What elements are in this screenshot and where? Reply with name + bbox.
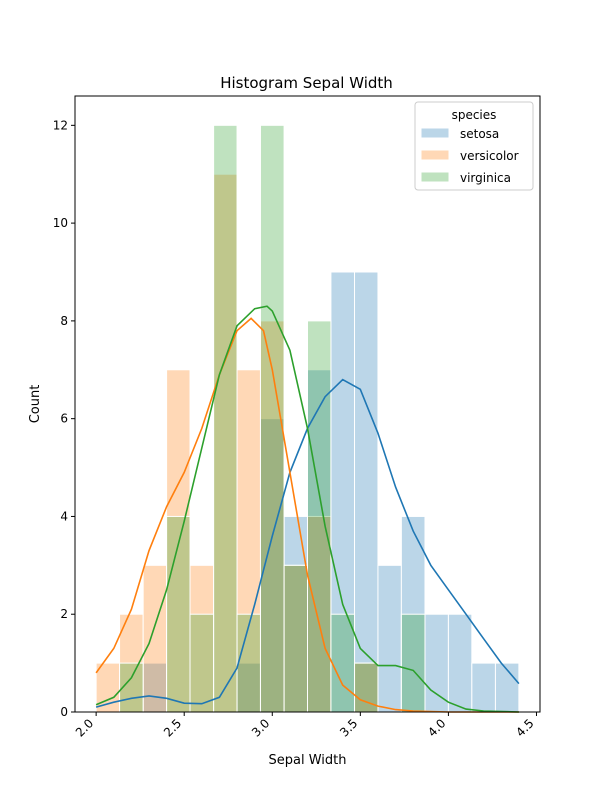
y-axis: 0 2 4 6 8 10 12 <box>53 118 75 719</box>
y-tick-label: 4 <box>60 509 68 523</box>
chart-title: Histogram Sepal Width <box>220 74 393 92</box>
y-tick-label: 6 <box>60 412 68 426</box>
bar-setosa-15 <box>447 613 473 713</box>
x-axis-label: Sepal Width <box>269 753 347 768</box>
plot-frame <box>74 95 541 713</box>
bar-setosa-16 <box>471 662 496 713</box>
kde-line-virginica <box>95 305 519 713</box>
bar-setosa-14 <box>424 613 449 713</box>
legend: species setosa versicolor virginica <box>414 101 534 191</box>
y-tick-label: 2 <box>60 607 68 621</box>
y-tick-label: 8 <box>60 314 68 328</box>
bar-versicolor-2 <box>142 564 168 713</box>
legend-swatch-virginica <box>420 171 450 183</box>
legend-swatch-setosa <box>420 127 450 139</box>
legend-title: species <box>452 108 497 122</box>
bar-virginica-10 <box>330 613 356 713</box>
bar-virginica-6 <box>236 613 261 713</box>
legend-label-setosa: setosa <box>460 127 499 141</box>
legend-label-versicolor: versicolor <box>460 149 519 163</box>
y-tick-label: 10 <box>53 216 68 230</box>
bar-virginica-13 <box>400 613 426 713</box>
bars-layer <box>95 124 520 713</box>
legend-box <box>414 101 534 191</box>
kde-line-versicolor <box>95 317 519 713</box>
y-axis-label: Count <box>28 385 43 424</box>
y-tick-label: 0 <box>60 705 68 719</box>
bar-virginica-4 <box>189 613 215 713</box>
bar-virginica-8 <box>283 564 308 713</box>
bar-virginica-5 <box>213 124 238 713</box>
y-tick-label: 12 <box>53 118 68 132</box>
kde-layer <box>95 305 520 713</box>
bar-setosa-11 <box>354 271 379 713</box>
legend-label-virginica: virginica <box>460 171 511 185</box>
legend-swatch-versicolor <box>420 149 450 161</box>
bar-setosa-12 <box>377 564 402 713</box>
